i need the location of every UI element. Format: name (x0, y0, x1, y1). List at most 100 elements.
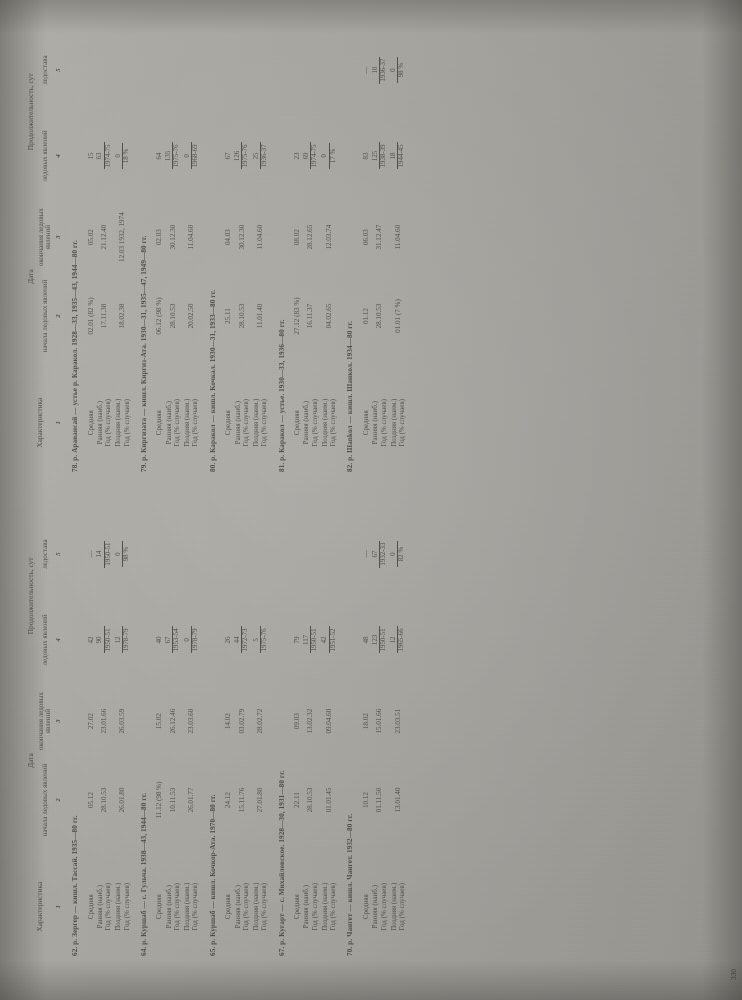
row-label: Поздняя (наим.) (252, 398, 261, 447)
cell-ice-end: 26.03.59 (114, 682, 133, 761)
section-title-row: 64. р. Куршаб — с. Гульча. 1938—43, 1944… (133, 510, 152, 974)
cell-value: 15.02 (155, 713, 164, 730)
cell-value: 28.10.53 (375, 303, 384, 329)
row-label-secondary: Год (% случаев) (104, 883, 113, 931)
section-title-row: 80. р. Каракол — кишл. Кочкал. 1930—31, … (202, 26, 221, 490)
row-characteristic: Средняя (221, 355, 233, 490)
header-group-date: Дата (26, 753, 35, 768)
row-characteristic: Ранняя (наиб.) Год (% случаев) (302, 355, 321, 490)
cell-duration-freeze: 67 1932-33 (371, 510, 390, 598)
cell-duration-freeze: 0 98 % (114, 510, 133, 598)
row-label: Ранняя (наиб.) (371, 401, 380, 445)
cell-ice-end: 04.03 (221, 198, 233, 277)
row-label-secondary: Год (% случаев) (329, 883, 338, 931)
cell-value: 27.01.80 (256, 787, 265, 813)
cell-ice-end: 30.12.30 (234, 198, 253, 277)
cell-ice-start: 10.12 (359, 761, 371, 840)
cell-value: 21.12.40 (99, 224, 108, 250)
row-characteristic: Ранняя (наиб.) Год (% случаев) (302, 839, 321, 974)
cell-value: 05.12 (86, 792, 95, 808)
cell-duration-freeze (321, 510, 340, 598)
header-row-numbers: 1 2 3 4 5 (54, 26, 64, 490)
row-label-secondary: Год (% случаев) (310, 883, 319, 931)
cell-value: 04.03 (224, 229, 233, 246)
cell-duration-freeze (152, 26, 164, 114)
cell-value: 15.11.76 (237, 787, 246, 813)
fraction-numerator: 44 (234, 636, 241, 644)
table-row: Ранняя (наиб.) Год (% случаев) 10.11.53 26.… (165, 510, 184, 974)
section-title-row: 82. р. Шankол — кишл. Шанкол. 1934—80 гг… (339, 26, 358, 490)
colnum-5: 5 (55, 68, 63, 72)
table-row: Ранняя (наиб.) Год (% случаев) 28.10.53 31.… (371, 26, 390, 490)
cell-ice-start: 11.01.40 (252, 277, 271, 356)
fraction-value: 117 1950-51 (303, 626, 319, 654)
fraction-numerator: 67 (371, 550, 379, 558)
cell-ice-end: 15.01.66 (371, 682, 390, 761)
table-row: Поздняя (наим.) Год (% случаев) 13.01.40 23… (390, 510, 409, 974)
cell-value: 28.02.72 (256, 708, 265, 734)
cell-duration-ice: 42 (84, 598, 96, 682)
cell-duration-ice: 0 18 % (114, 114, 133, 198)
cell-value: 26.03.59 (118, 708, 127, 734)
fraction-numerator: 67 (165, 636, 173, 644)
fraction-denominator: 1975-76 (259, 626, 268, 654)
row-label: Средняя (86, 410, 95, 436)
fraction-numerator: 14 (96, 550, 104, 558)
cell-duration-ice: 44 1972-73 (234, 598, 253, 682)
cell-value: 28.10.53 (99, 787, 108, 813)
cell-value: 26.01.80 (118, 787, 127, 813)
cell-value: 11.04.60 (187, 224, 196, 250)
row-characteristic: Средняя (84, 839, 96, 974)
row-label-secondary: Год (% случаев) (241, 883, 250, 931)
colnum-1: 1 (55, 905, 63, 909)
cell-duration-ice: 5 1975-76 (252, 598, 271, 682)
cell-value: 67 (224, 152, 233, 160)
cell-value: 23.03.60 (187, 708, 196, 734)
row-characteristic: Поздняя (наим.) Год (% случаев) (114, 355, 133, 490)
cell-ice-start: 18.02.38 (114, 277, 133, 356)
row-characteristic: Средняя (290, 355, 302, 490)
cell-value: 01.12 (361, 308, 370, 324)
table-row: Ранняя (наиб.) Год (% случаев) 01.11.50 15.… (371, 510, 390, 974)
row-label: Ранняя (наиб.) (302, 401, 311, 445)
row-characteristic: Ранняя (наиб.) Год (% случаев) (165, 355, 184, 490)
cell-value: 26.01.77 (187, 787, 196, 813)
cell-value: 11.01.40 (256, 303, 265, 329)
cell-ice-end: 09.04.60 (321, 682, 340, 761)
header-group-duration: Продолжительность, сут (26, 73, 35, 151)
fraction-value: 42 1951-52 (321, 626, 337, 654)
table-row: Средняя 01.12 06.03 83 — (359, 26, 371, 490)
fraction-denominator: 1974-75 (310, 142, 319, 170)
cell-ice-end: 02.03 (152, 198, 164, 277)
section-title-row: 81. р. Каракол — устье. 1930—33, 1936—80… (271, 26, 290, 490)
cell-duration-ice: 0 1978-79 (183, 598, 202, 682)
fraction-numerator: 63 (96, 152, 104, 160)
fraction-denominator: 98 % (122, 541, 131, 568)
cell-value: 02.03 (155, 229, 164, 246)
fraction-denominator: 17 % (328, 142, 337, 169)
fraction-value: 67 1953-54 (165, 626, 181, 654)
table-row: Средняя 11.12 (98 %) 15.02 40 (152, 510, 164, 974)
fraction-value: 14 1950-51 (96, 540, 112, 568)
right-table-panel: Характеристика Дата Продолжительность, с… (26, 16, 732, 500)
row-label: Ранняя (наиб.) (233, 401, 242, 445)
row-characteristic: Средняя (359, 355, 371, 490)
table-row: Поздняя (наим.) Год (% случаев) 26.01.80 26… (114, 510, 133, 974)
row-characteristic: Ранняя (наиб.) Год (% случаев) (371, 355, 390, 490)
section-title: 65. р. Куршаб — кишл. Кочкор-Ата. 1970—8… (208, 794, 217, 956)
cell-ice-start: 01.11.50 (371, 761, 390, 840)
cell-ice-end: 11.04.60 (252, 198, 271, 277)
cell-ice-start: 26.01.77 (183, 761, 202, 840)
row-characteristic: Поздняя (наим.) Год (% случаев) (390, 355, 409, 490)
cell-ice-start: 04.02.65 (321, 277, 340, 356)
cell-ice-start: 24.12 (221, 761, 233, 840)
row-label: Средняя (361, 410, 370, 436)
header-duration-ice: ледовых явлений (40, 130, 49, 182)
cell-value: 01.11.50 (375, 787, 384, 813)
table-row: Средняя 10.12 18.02 48 — (359, 510, 371, 974)
left-table-body: 62. р. Зергер — кишл. Тассай. 1935—80 гг… (64, 510, 408, 974)
cell-ice-end: 27.02 (84, 682, 96, 761)
table-row: Поздняя (наим.) Год (% случаев) 11.01.40 11… (252, 26, 271, 490)
row-label-secondary: Год (% случаев) (241, 399, 250, 447)
row-label: Поздняя (наим.) (320, 398, 329, 447)
